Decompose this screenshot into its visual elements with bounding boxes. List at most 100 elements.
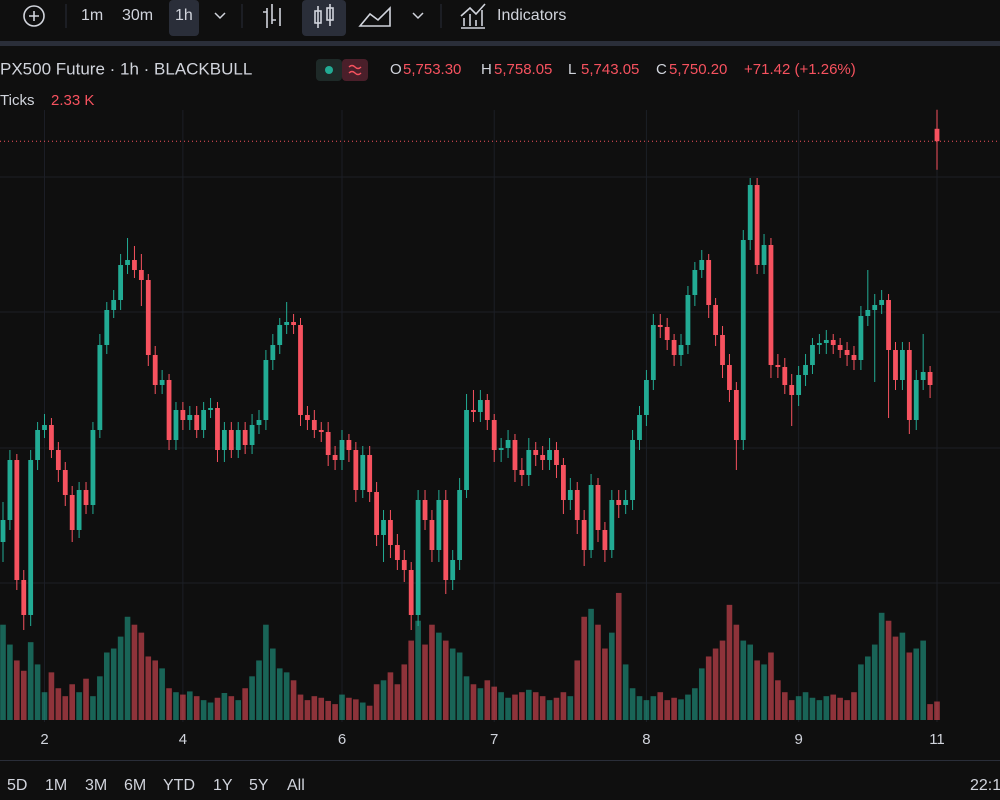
volume-bar — [754, 660, 760, 720]
volume-bar — [373, 684, 380, 720]
volume-bar — [920, 640, 926, 720]
candle-body — [388, 520, 393, 545]
bars-icon[interactable] — [263, 4, 281, 28]
x-tick-label: 8 — [642, 731, 650, 748]
candle-body — [602, 530, 608, 550]
volume-bar — [546, 700, 553, 720]
area-icon[interactable] — [358, 6, 391, 27]
volume-bar — [173, 692, 179, 720]
volume-bar — [532, 692, 539, 720]
candle-body — [42, 425, 47, 430]
volume-bar — [214, 697, 221, 720]
x-tick-label: 6 — [338, 731, 346, 748]
interval-button[interactable]: 1h — [175, 7, 193, 24]
candle-body — [526, 450, 532, 475]
candle-body — [180, 410, 186, 420]
status-pill — [342, 59, 368, 81]
candle-body — [311, 420, 317, 430]
candle-body — [221, 430, 227, 450]
volume-bar — [297, 694, 304, 720]
candle-body — [491, 420, 497, 450]
x-tick-label: 7 — [490, 731, 498, 748]
candle-body — [754, 185, 760, 265]
volume-bar — [69, 684, 75, 720]
x-tick-label: 11 — [929, 731, 945, 748]
range-button[interactable]: 6M — [124, 777, 146, 794]
candle-body — [775, 365, 781, 367]
candle-body — [837, 345, 843, 350]
candle-body — [547, 450, 552, 460]
volume-bar — [526, 689, 532, 720]
interval-button[interactable]: 1m — [81, 7, 103, 24]
candle-body — [906, 350, 912, 420]
candle-body — [554, 450, 559, 465]
range-button[interactable]: 1M — [45, 777, 67, 794]
range-button[interactable]: 1Y — [213, 777, 233, 794]
add-symbol-button[interactable] — [23, 5, 45, 27]
candle-body — [145, 280, 151, 355]
volume-bar — [740, 640, 747, 720]
price-change: +71.42 (+1.26%) — [744, 61, 856, 78]
candle-body — [574, 490, 580, 520]
chart-type-dropdown[interactable] — [412, 12, 424, 20]
candle-body — [422, 500, 428, 520]
indicators-button[interactable]: Indicators — [497, 7, 566, 24]
candle-body — [913, 380, 919, 420]
market-open-dot — [325, 66, 333, 74]
candle-body — [920, 372, 926, 380]
candle-body — [208, 408, 213, 410]
range-button[interactable]: All — [287, 777, 305, 794]
ohlc-key: H — [481, 61, 492, 78]
candle-body — [747, 185, 753, 240]
volume-bar — [470, 684, 477, 720]
range-button[interactable]: YTD — [163, 777, 195, 794]
volume-bar — [588, 608, 594, 720]
candle-body — [76, 490, 82, 530]
volume-bar — [927, 704, 933, 720]
candle-body — [630, 440, 635, 500]
candles-button-bg[interactable] — [302, 0, 346, 36]
volume-bar — [332, 704, 338, 720]
interval-button[interactable]: 30m — [122, 7, 153, 24]
volume-bar — [865, 656, 871, 720]
volume-bar — [249, 676, 255, 720]
volume-bar — [712, 648, 719, 720]
volume-bar — [892, 636, 899, 720]
candle-body — [277, 325, 283, 345]
interval-dropdown[interactable] — [214, 12, 226, 20]
volume-bar — [878, 612, 885, 720]
volume-bar — [138, 632, 145, 720]
volume-bar — [131, 624, 138, 720]
candle-body — [429, 520, 435, 550]
volume-bar — [48, 672, 55, 720]
candle-body — [657, 325, 663, 327]
candle-body — [14, 460, 20, 580]
indicators-icon[interactable] — [460, 3, 486, 29]
volume-bar — [270, 648, 276, 720]
range-button[interactable]: 3M — [85, 777, 107, 794]
volume-bar — [858, 664, 864, 720]
candle-body — [561, 465, 566, 500]
volume-bar — [449, 648, 456, 720]
volume-bar — [394, 684, 401, 720]
candle-body — [484, 400, 490, 420]
volume-bar — [664, 700, 670, 720]
volume-bar — [816, 700, 823, 720]
volume-bar — [415, 620, 421, 720]
candle-body — [893, 350, 898, 380]
range-button[interactable]: 5Y — [249, 777, 269, 794]
candle-body — [650, 325, 656, 380]
volume-bar — [615, 592, 622, 720]
candle-body — [450, 560, 456, 580]
volume-bar — [103, 652, 110, 720]
volume-bar — [117, 636, 124, 720]
range-button[interactable]: 5D — [7, 777, 27, 794]
candle-body — [865, 310, 871, 316]
volume-bar — [733, 624, 740, 720]
candle-body — [803, 365, 808, 375]
candle-body — [644, 380, 649, 415]
candle-body — [305, 415, 310, 420]
volume-bar — [228, 696, 235, 720]
candle-body — [816, 343, 822, 345]
volume-bar — [14, 660, 20, 720]
